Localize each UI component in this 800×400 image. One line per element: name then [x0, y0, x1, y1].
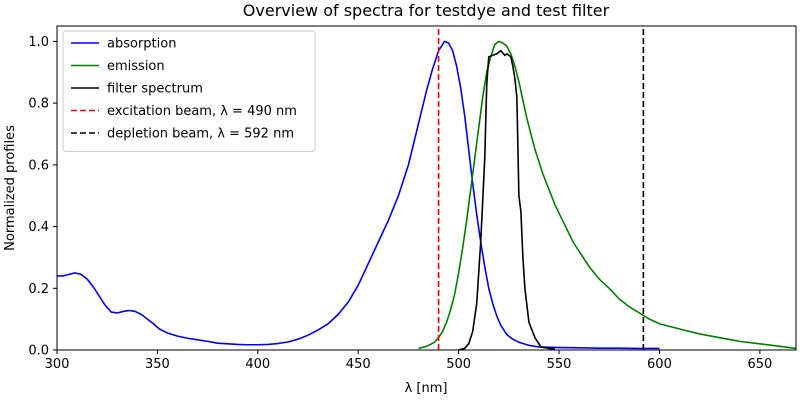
legend-box: [62, 30, 316, 152]
legend-entry-label: filter spectrum: [107, 82, 203, 97]
series-line-1: [418, 40, 796, 350]
x-tick-label: 550: [547, 357, 572, 372]
plot-area: [57, 26, 796, 350]
y-tick-label: 0.8: [28, 97, 49, 112]
x-tick-label: 650: [747, 357, 772, 372]
y-tick-label: 0.6: [28, 158, 49, 173]
series-line-0: [57, 40, 660, 350]
x-tick-label: 300: [45, 357, 70, 372]
legend-entry-label: excitation beam, λ = 490 nm: [107, 104, 297, 119]
y-tick-label: 0.2: [28, 282, 49, 297]
x-tick-label: 450: [346, 357, 371, 372]
axes: 300 350 400 450 500 550 600 650 0.0 0.2 0.4 0.6 0.8 1…: [28, 25, 797, 372]
y-tick-label: 0.4: [28, 220, 49, 235]
legend-entry-label: emission: [107, 59, 165, 74]
chart-title: Overview of spectra for testdye and test…: [243, 1, 610, 20]
x-tick-label: 500: [446, 357, 471, 372]
x-tick-label: 350: [145, 357, 170, 372]
series-line-2: [458, 49, 556, 350]
y-tick-label: 0.0: [28, 344, 49, 359]
legend: absorption emission filter spectrum excitat…: [62, 30, 316, 152]
x-tick-label: 600: [647, 357, 672, 372]
x-axis-title: λ [nm]: [405, 381, 448, 396]
legend-entry-label: absorption: [107, 37, 176, 52]
legend-entry-label: depletion beam, λ = 592 nm: [107, 127, 294, 142]
x-tick-label: 400: [245, 357, 270, 372]
y-tick-label: 1.0: [28, 35, 49, 50]
y-axis-title: Normalized profiles: [3, 125, 18, 251]
plot-frame: [56, 25, 797, 351]
